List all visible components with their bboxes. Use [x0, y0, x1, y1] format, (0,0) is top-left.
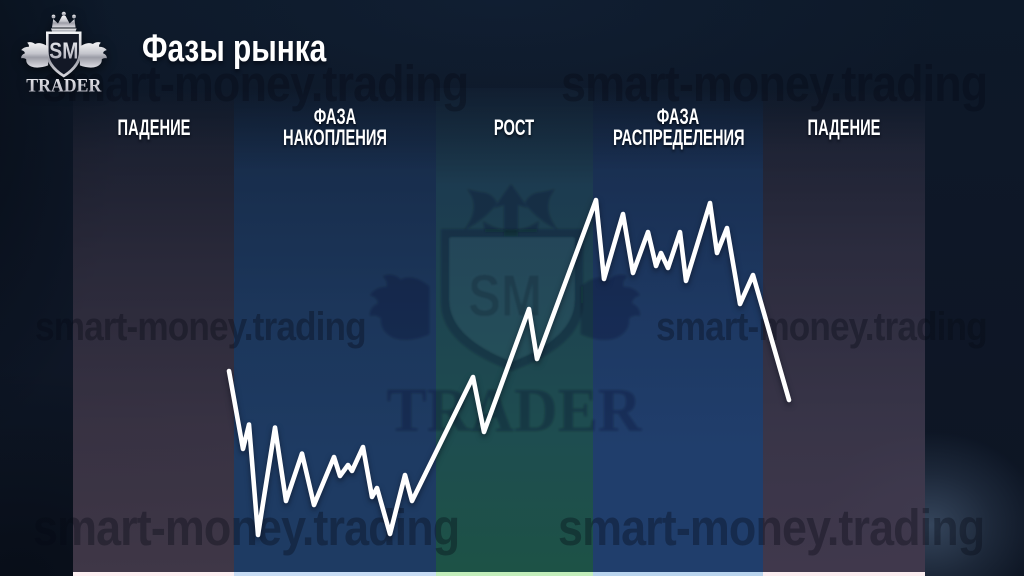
svg-text:SM: SM [49, 38, 78, 64]
svg-text:TRADER: TRADER [387, 377, 643, 445]
svg-text:TRADER: TRADER [26, 76, 101, 97]
